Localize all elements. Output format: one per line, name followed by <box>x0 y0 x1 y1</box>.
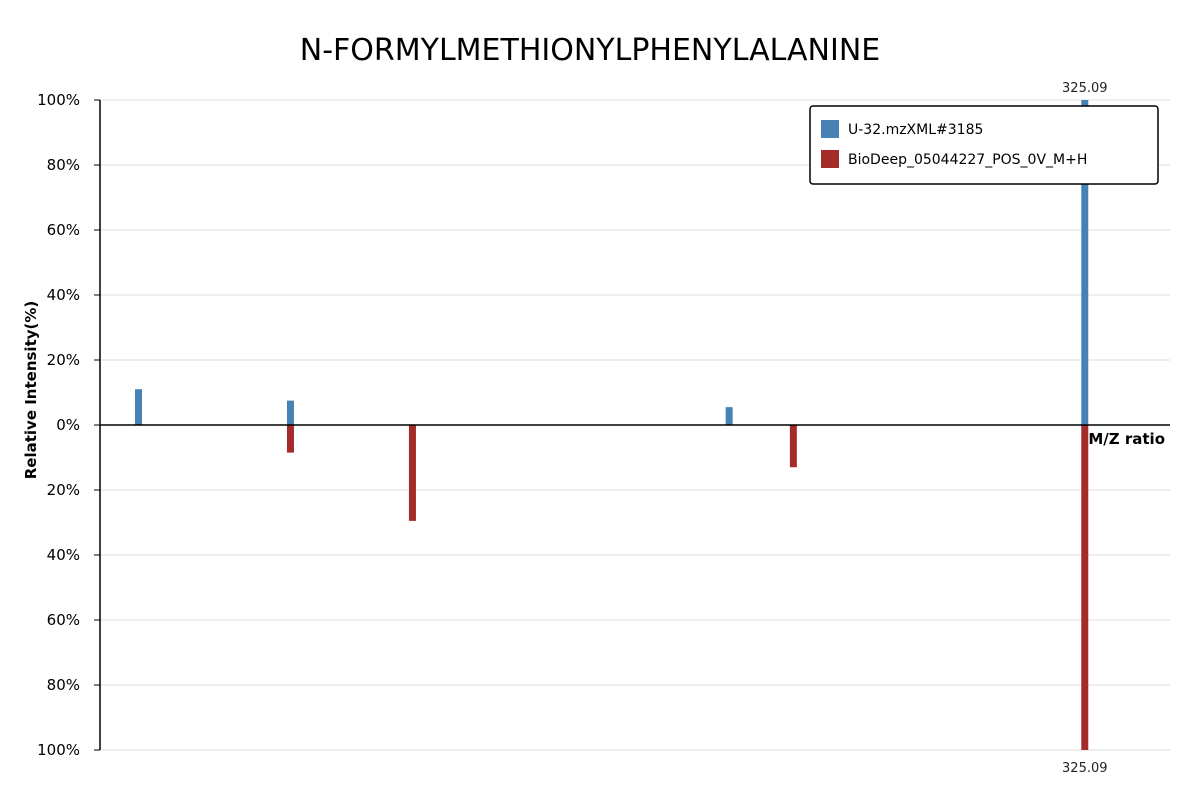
legend-label-query: U-32.mzXML#3185 <box>848 122 983 138</box>
reference-peak-bar <box>286 425 294 453</box>
legend-box <box>809 105 1159 185</box>
grid <box>100 99 1170 751</box>
legend-swatch-reference <box>821 150 839 168</box>
reference-peak-bar <box>1081 425 1089 750</box>
reference-peak-bar <box>789 425 797 468</box>
x-axis-title: M/Z ratio <box>1088 430 1165 448</box>
y-tick-label: 40% <box>47 546 80 564</box>
query-peak-bar <box>725 407 733 425</box>
chart-title: N-FORMYLMETHIONYLPHENYLALANINE <box>300 33 880 68</box>
y-tick-label: 100% <box>37 91 80 109</box>
y-tick-label: 20% <box>47 481 80 499</box>
y-tick-label: 20% <box>47 351 80 369</box>
y-axis-ticks: 0% 20% 40% 60% 80% 100% 20% 40% 60% 80% 100% <box>37 91 100 759</box>
query-peak-bar <box>1081 100 1089 425</box>
peaks: 325.09 325.09 <box>135 81 1108 776</box>
y-tick-label: 0% <box>56 416 80 434</box>
y-axis-title: Relative Intensity(%) <box>22 301 40 480</box>
y-tick-label: 80% <box>47 676 80 694</box>
legend: U-32.mzXML#3185 BioDeep_05044227_POS_0V_… <box>809 105 1159 185</box>
legend-swatch-query <box>821 120 839 138</box>
y-tick-label: 60% <box>47 611 80 629</box>
reference-peak-label: 325.09 <box>1062 761 1108 776</box>
y-tick-label: 60% <box>47 221 80 239</box>
legend-label-reference: BioDeep_05044227_POS_0V_M+H <box>848 152 1087 168</box>
query-peak-bar <box>286 400 294 425</box>
query-peak-bar <box>135 389 143 425</box>
y-tick-label: 80% <box>47 156 80 174</box>
reference-peak-bar <box>408 425 416 521</box>
y-tick-label: 40% <box>47 286 80 304</box>
y-tick-label: 100% <box>37 741 80 759</box>
query-peak-label: 325.09 <box>1062 81 1108 96</box>
